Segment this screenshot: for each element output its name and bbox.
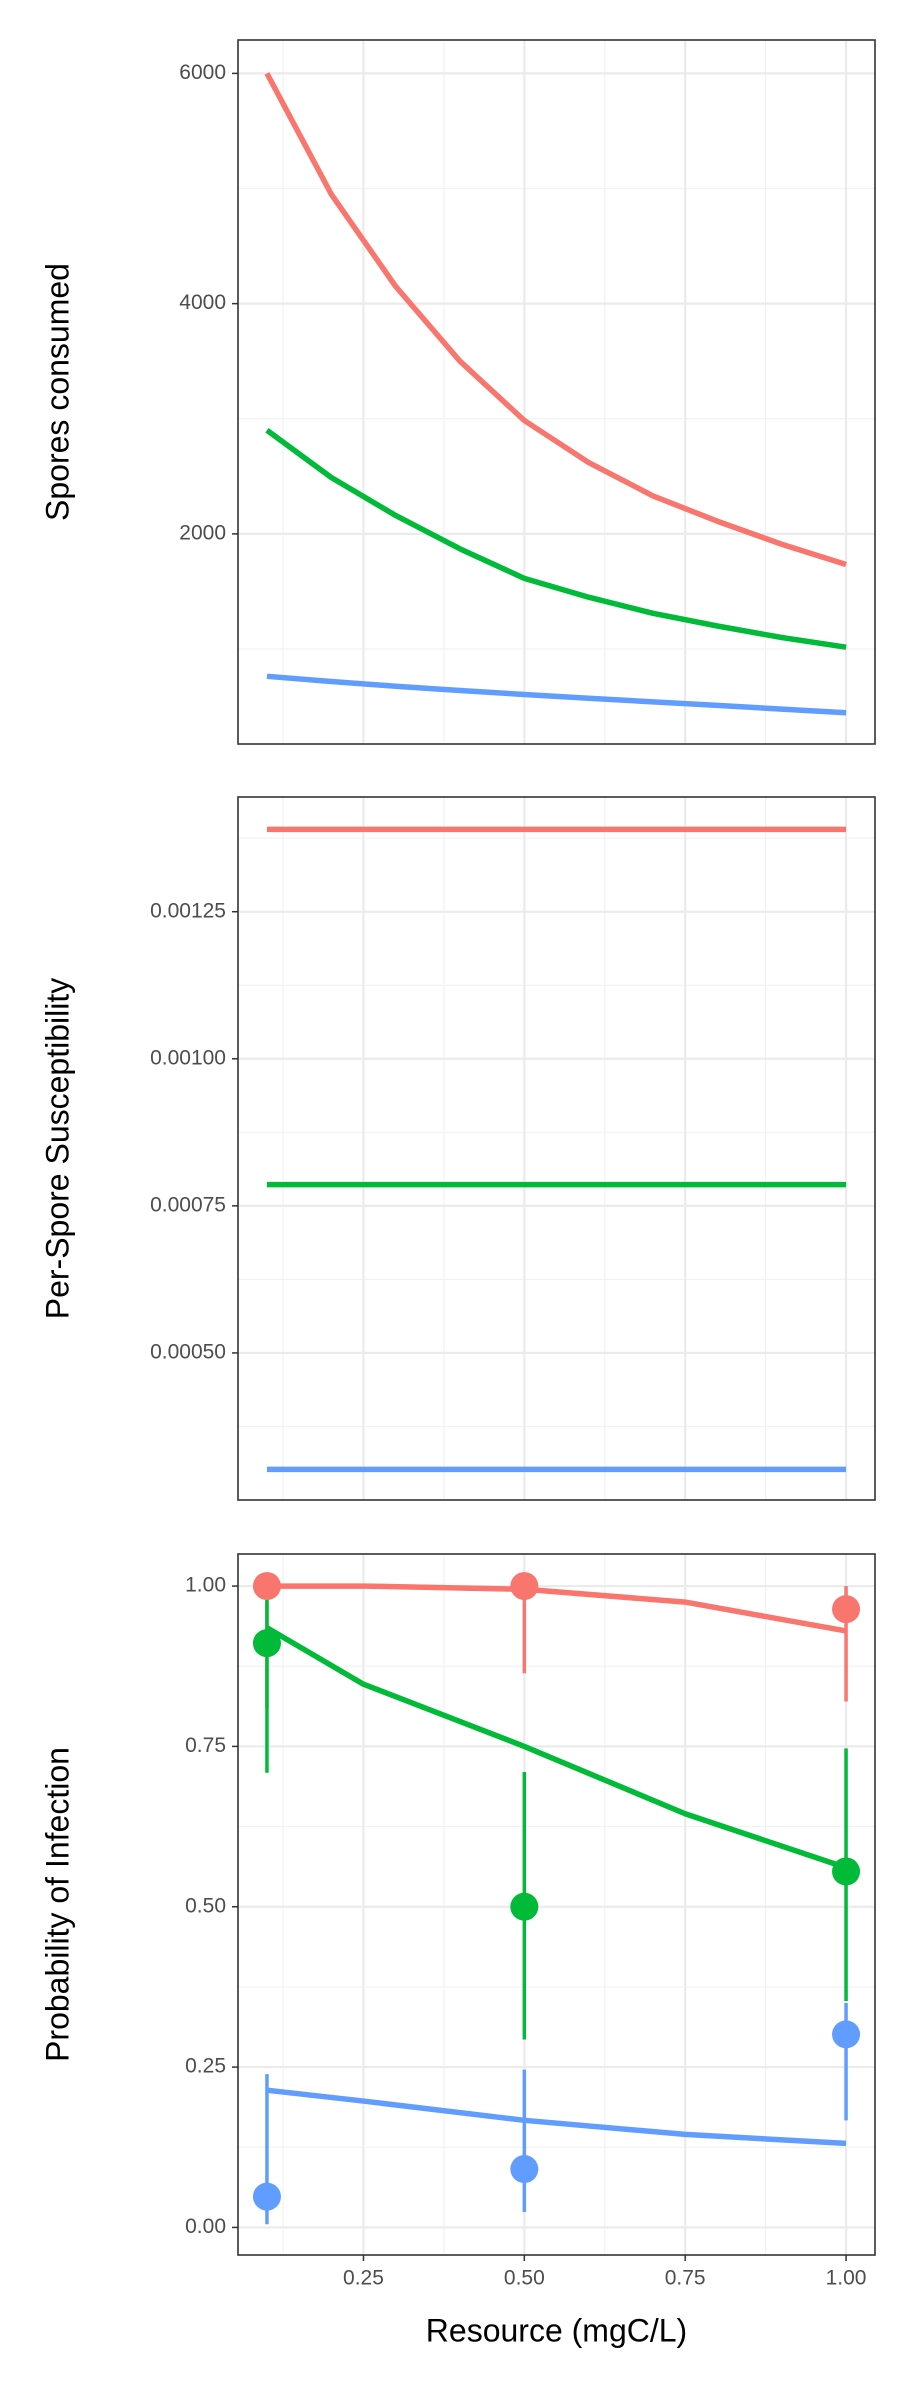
y-tick-label: 0.00100	[150, 1046, 226, 1069]
data-point	[252, 1572, 281, 1601]
y-tick-label: 2000	[179, 521, 226, 544]
line-series	[264, 72, 847, 568]
y-axis-title: Per-Spore Susceptibility	[39, 978, 75, 1319]
data-point	[252, 1629, 281, 1658]
x-tick-label: 0.50	[504, 2267, 545, 2290]
x-tick-label: 1.00	[826, 2267, 867, 2290]
y-tick-label: 1.00	[185, 1574, 226, 1597]
panel-border	[237, 796, 876, 1501]
x-tick-label: 0.25	[343, 2267, 384, 2290]
y-tick-label: 6000	[179, 61, 226, 84]
panel-border	[237, 1553, 876, 2256]
y-tick-label: 0.25	[185, 2055, 226, 2078]
y-tick-label: 0.50	[185, 1894, 226, 1917]
y-tick-label: 0.00075	[150, 1193, 226, 1216]
data-point	[252, 2182, 281, 2211]
data-point	[510, 1572, 539, 1601]
data-point	[510, 2155, 539, 2184]
data-point	[832, 1857, 861, 1886]
line-series	[265, 1625, 847, 1871]
data-point	[832, 1595, 861, 1624]
y-tick-label: 0.00125	[150, 899, 226, 922]
x-tick-label: 0.75	[665, 2267, 706, 2290]
y-tick-label: 0.00	[185, 2215, 226, 2238]
y-tick-label: 0.75	[185, 1734, 226, 1757]
y-tick-label: 4000	[179, 291, 226, 314]
data-point	[510, 1892, 539, 1921]
y-tick-label: 0.00050	[150, 1340, 226, 1363]
x-axis-title: Resource (mgC/L)	[426, 2312, 687, 2348]
panel-border	[237, 39, 876, 745]
y-axis-title: Spores consumed	[39, 263, 75, 521]
y-axis-title: Probability of Infection	[39, 1747, 75, 2062]
line-series	[266, 673, 847, 716]
data-point	[832, 2020, 861, 2049]
line-series	[265, 428, 847, 650]
